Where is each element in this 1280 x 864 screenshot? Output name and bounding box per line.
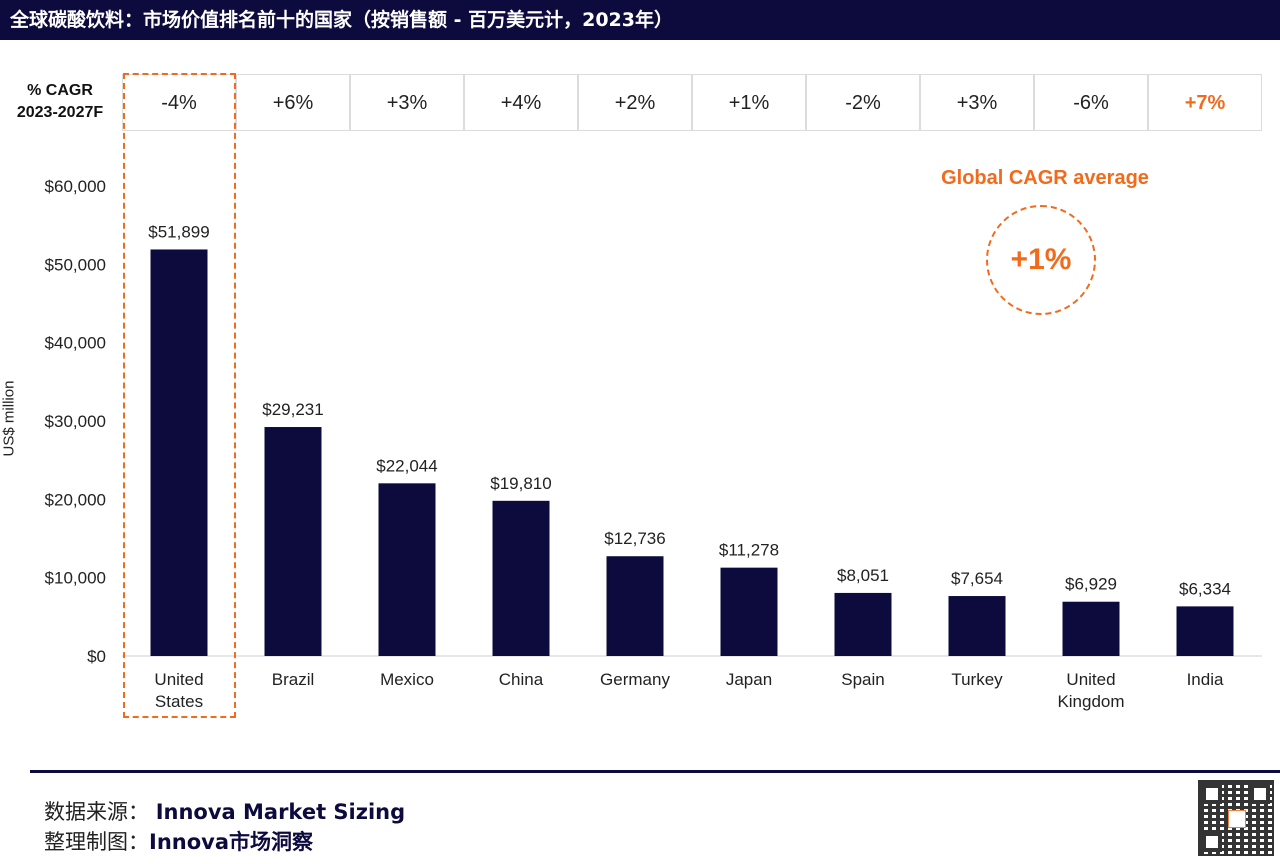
made-by-line: 整理制图：Innova市场洞察 <box>44 826 313 856</box>
made-by-value: Innova市场洞察 <box>149 830 314 854</box>
bar <box>150 249 208 657</box>
qr-code-icon <box>1198 780 1274 856</box>
bar <box>948 596 1006 656</box>
cagr-cell: +3% <box>350 74 464 131</box>
x-tick-label: Brazil <box>272 670 315 689</box>
y-tick-label: $40,000 <box>45 334 106 353</box>
bar <box>720 567 778 656</box>
data-label: $6,929 <box>1065 575 1117 594</box>
x-tick-label: United <box>154 670 203 689</box>
x-tick-label: Kingdom <box>1057 692 1124 711</box>
data-label: $8,051 <box>837 566 889 585</box>
data-label: $22,044 <box>376 456 437 475</box>
data-label: $12,736 <box>604 529 665 548</box>
data-label: $6,334 <box>1179 579 1231 598</box>
cagr-cell: +2% <box>578 74 692 131</box>
x-tick-label: Germany <box>600 670 670 689</box>
y-tick-label: $10,000 <box>45 569 106 588</box>
bar <box>1176 606 1234 656</box>
data-label: $51,899 <box>148 222 209 241</box>
x-tick-label: Turkey <box>951 670 1003 689</box>
cagr-row-label: % CAGR 2023-2027F <box>0 80 120 124</box>
bar <box>606 556 664 656</box>
bar <box>492 500 550 656</box>
x-tick-label: China <box>499 670 544 689</box>
x-tick-label: United <box>1066 670 1115 689</box>
y-tick-label: $20,000 <box>45 490 106 509</box>
y-tick-label: $0 <box>87 647 106 666</box>
chart-title: 全球碳酸饮料：市场价值排名前十的国家（按销售额 - 百万美元计，2023年） <box>0 0 1280 40</box>
global-cagr-value: +1% <box>986 205 1096 315</box>
cagr-label-line1: % CAGR <box>27 82 93 99</box>
data-label: $29,231 <box>262 400 323 419</box>
cagr-cell: +4% <box>464 74 578 131</box>
cagr-cell: +3% <box>920 74 1034 131</box>
footer-divider <box>30 770 1280 773</box>
cagr-cell: -6% <box>1034 74 1148 131</box>
x-tick-label: India <box>1187 670 1224 689</box>
x-tick-label: Spain <box>841 670 884 689</box>
bar <box>834 592 892 656</box>
source-value: Innova Market Sizing <box>155 800 406 824</box>
data-label: $19,810 <box>490 474 551 493</box>
bar <box>264 427 322 656</box>
data-label: $7,654 <box>951 569 1003 588</box>
bar <box>1062 601 1120 656</box>
cagr-row: -4% +6% +3% +4% +2% +1% -2% +3% -6% +7% <box>122 74 1264 131</box>
made-by-prefix: 整理制图： <box>44 830 149 854</box>
y-tick-label: $60,000 <box>45 177 106 196</box>
cagr-cell: +6% <box>236 74 350 131</box>
cagr-cell: +7% <box>1148 74 1262 131</box>
x-tick-label: States <box>155 692 203 711</box>
y-tick-label: $50,000 <box>45 255 106 274</box>
cagr-label-line2: 2023-2027F <box>16 104 104 121</box>
source-prefix: 数据来源： <box>44 800 149 824</box>
x-tick-label: Japan <box>726 670 772 689</box>
data-label: $11,278 <box>719 541 779 560</box>
bar <box>378 483 436 656</box>
y-tick-label: $30,000 <box>45 412 106 431</box>
cagr-cell: -2% <box>806 74 920 131</box>
bar-chart: $0 $10,000 $20,000 $30,000 $40,000 $50,000 $60… <box>45 177 1262 711</box>
x-tick-label: Mexico <box>380 670 434 689</box>
global-cagr-label: Global CAGR average <box>941 167 1149 189</box>
source-line: 数据来源： Innova Market Sizing <box>44 796 405 826</box>
cagr-cell: +1% <box>692 74 806 131</box>
